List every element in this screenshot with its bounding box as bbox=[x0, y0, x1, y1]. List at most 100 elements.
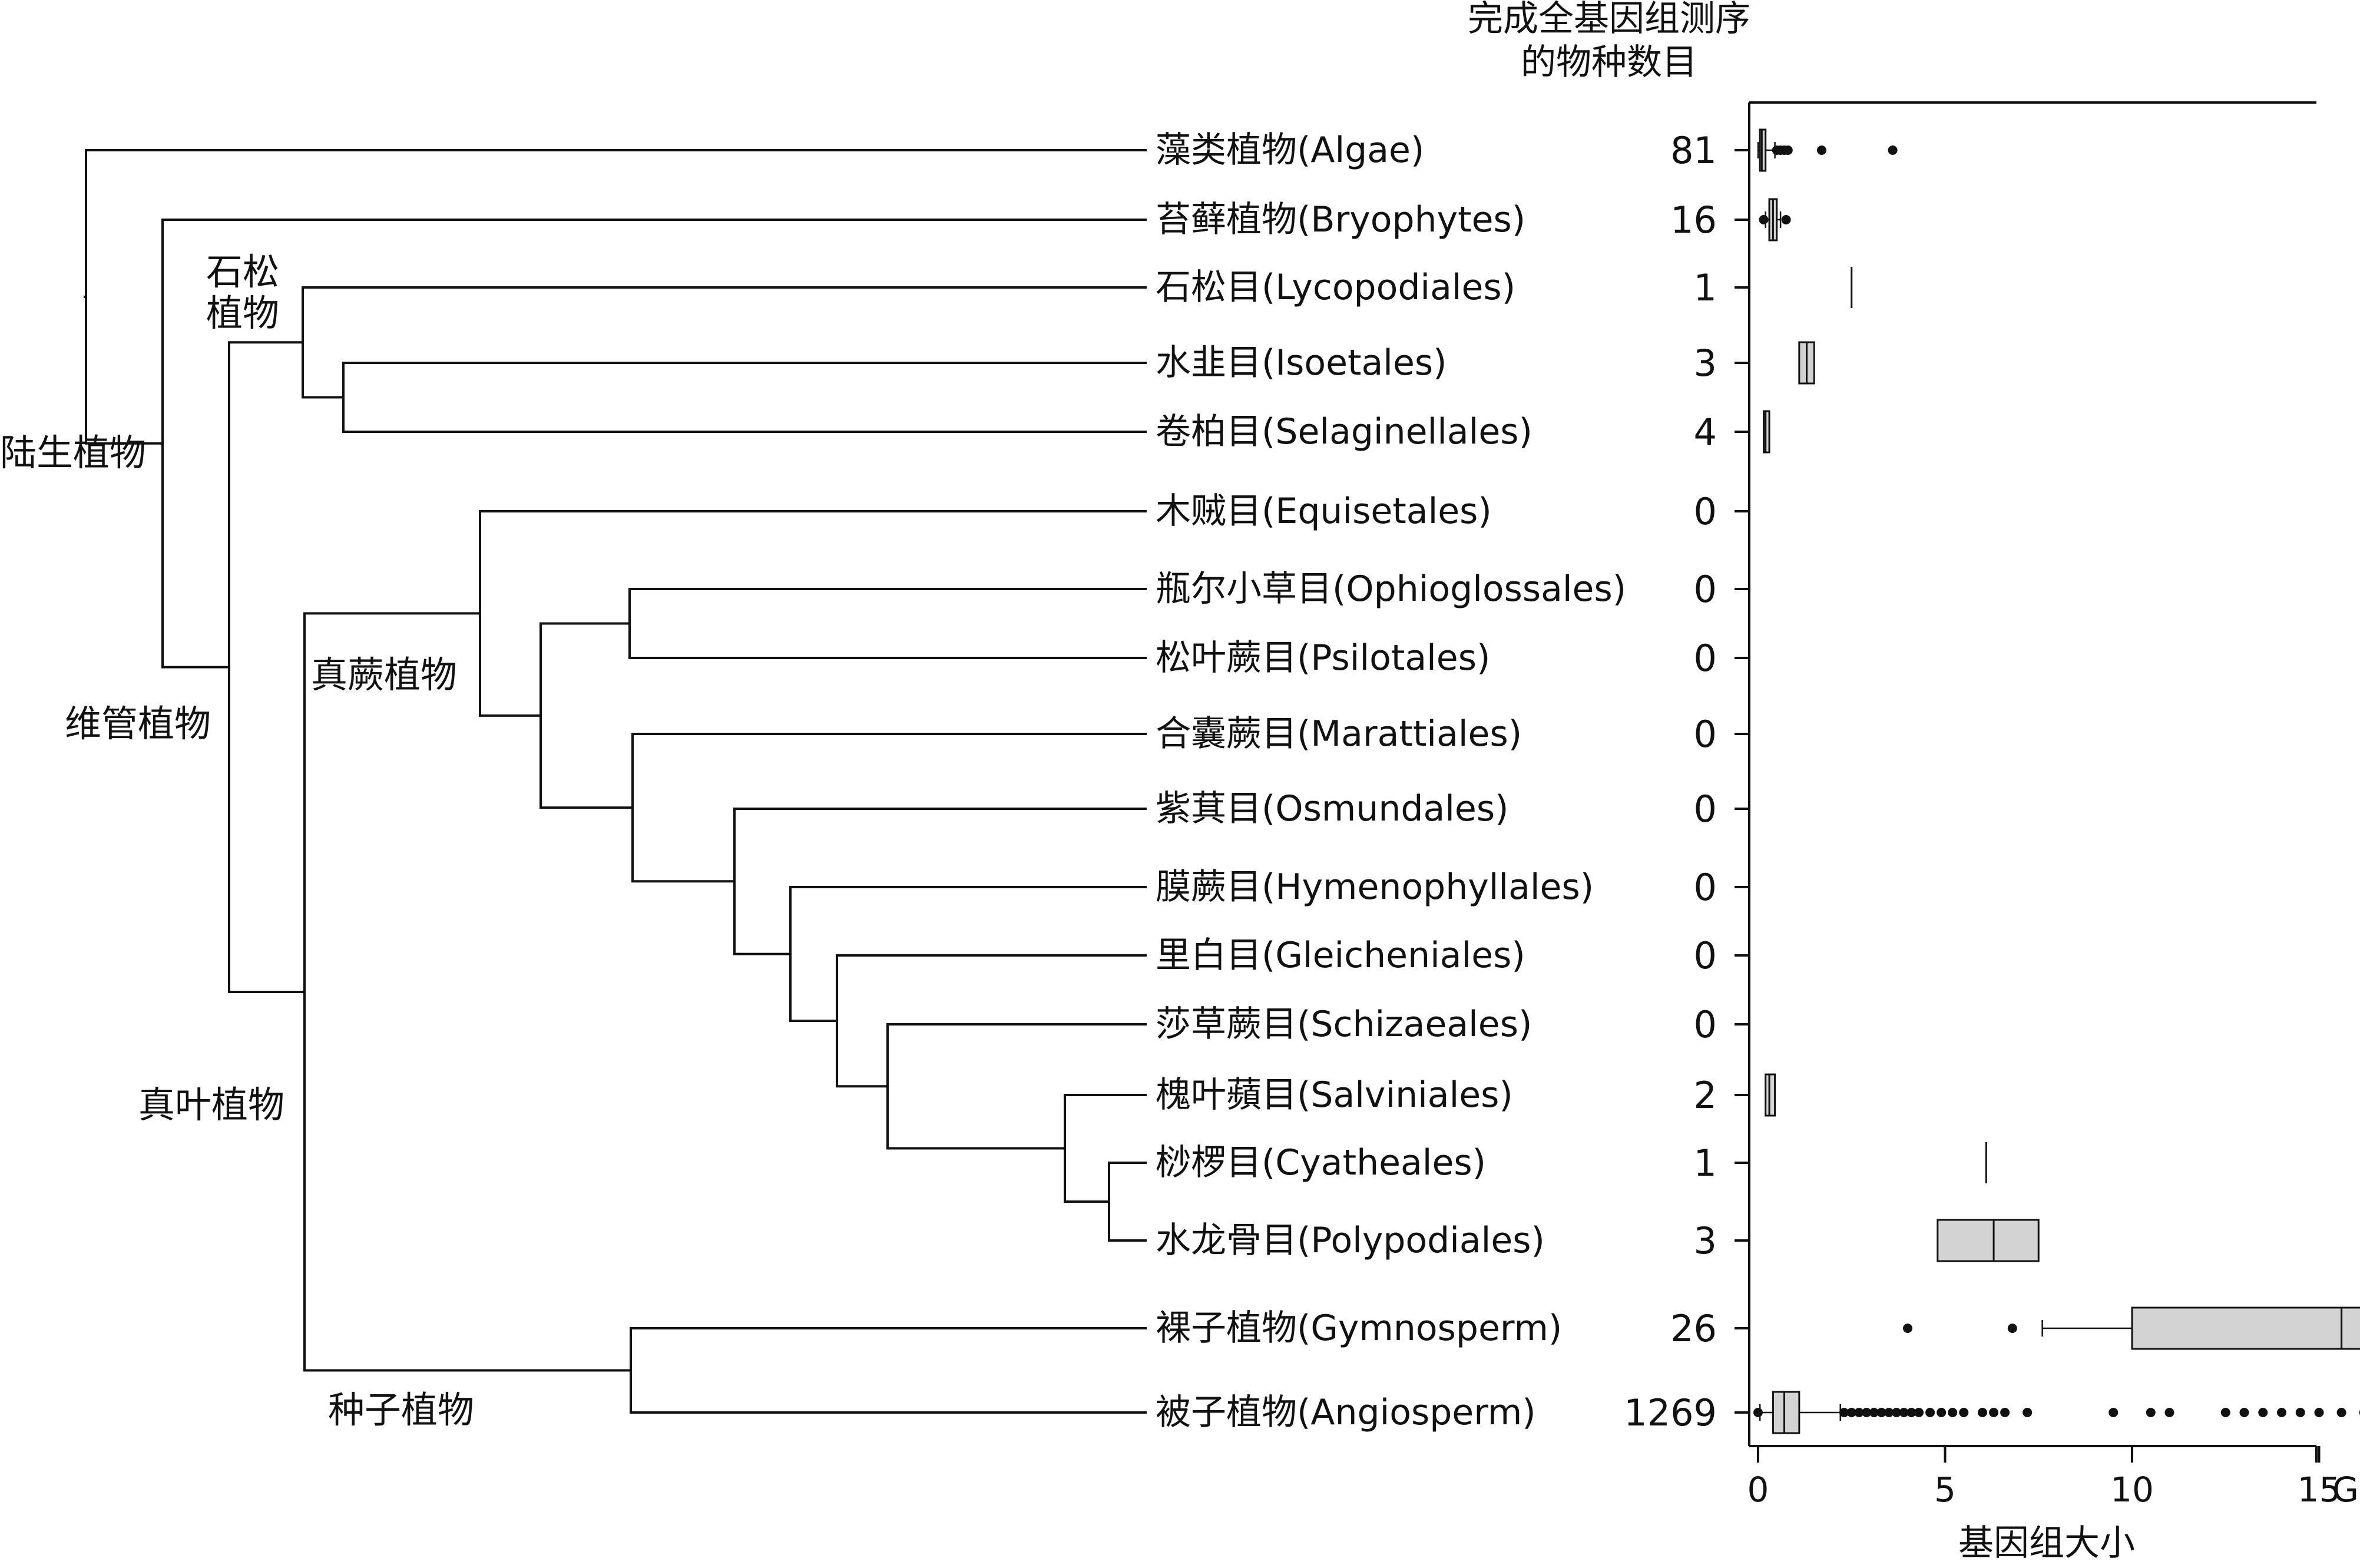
boxplot-row-17 bbox=[1753, 1391, 2360, 1434]
boxplot-row-0 bbox=[1757, 128, 1898, 172]
species-count-4: 4 bbox=[1694, 411, 1717, 454]
outlier-point bbox=[2336, 1408, 2346, 1417]
taxon-label-0: 藻类植物(Algae) bbox=[1156, 130, 1424, 171]
outlier-point bbox=[1899, 1408, 1909, 1417]
x-tick-label-0: 0 bbox=[1747, 1470, 1769, 1510]
outlier-point bbox=[2239, 1408, 2249, 1417]
tree-branch-lyco bbox=[302, 286, 1147, 399]
outlier-point bbox=[2023, 1408, 2033, 1417]
taxon-label-1: 苔藓植物(Bryophytes) bbox=[1156, 199, 1525, 240]
x-axis-unit: G bbox=[2332, 1470, 2359, 1510]
outlier-point bbox=[2295, 1408, 2305, 1417]
clade-label-vascular: 维管植物 bbox=[65, 702, 211, 745]
tree-branch-ophPsi bbox=[628, 588, 1147, 659]
species-count-1: 16 bbox=[1670, 199, 1717, 242]
taxon-label-8: 合囊蕨目(Marattiales) bbox=[1156, 713, 1522, 755]
outlier-point bbox=[2314, 1408, 2324, 1417]
outlier-point bbox=[1839, 1408, 1849, 1417]
taxon-label-12: 莎草蕨目(Schizaeales) bbox=[1156, 1004, 1532, 1045]
iqr-box bbox=[1937, 1219, 2040, 1262]
outlier-point bbox=[1989, 1408, 1999, 1417]
taxon-label-10: 膜蕨目(Hymenophyllales) bbox=[1156, 866, 1594, 908]
boxplot-row-4 bbox=[1763, 410, 1770, 454]
clade-label-lycophytes-0: 石松 bbox=[206, 250, 279, 293]
species-count-6: 0 bbox=[1694, 568, 1717, 611]
tree-branch-salv bbox=[1064, 1094, 1147, 1203]
outlier-point bbox=[1753, 1408, 1763, 1417]
x-tick-label-1: 5 bbox=[1934, 1470, 1956, 1510]
outlier-point bbox=[2109, 1408, 2119, 1417]
iqr-box bbox=[1765, 1073, 1776, 1117]
tree-branch-hyme bbox=[789, 886, 1147, 1023]
taxon-label-7: 松叶蕨目(Psilotales) bbox=[1156, 637, 1490, 679]
species-count-16: 26 bbox=[1670, 1307, 1717, 1350]
boxplot-row-1 bbox=[1759, 198, 1791, 242]
taxon-label-11: 里白目(Gleicheniales) bbox=[1156, 935, 1525, 976]
taxon-label-5: 木贼目(Equisetales) bbox=[1156, 491, 1492, 532]
species-count-0: 81 bbox=[1670, 129, 1717, 172]
header-line-2: 的物种数目 bbox=[1521, 42, 1697, 83]
outlier-point bbox=[1891, 1408, 1901, 1417]
boxplot-row-16 bbox=[1903, 1306, 2360, 1350]
x-axis: 0510152025G基因组大小 bbox=[1735, 101, 2359, 1564]
species-count-7: 0 bbox=[1694, 637, 1717, 680]
boxplot-row-13 bbox=[1765, 1073, 1776, 1117]
species-count-13: 2 bbox=[1694, 1074, 1717, 1117]
outlier-point bbox=[1906, 1408, 1917, 1417]
species-count-15: 3 bbox=[1694, 1219, 1717, 1262]
clade-label-land: 陆生植物 bbox=[0, 431, 146, 474]
outlier-point bbox=[2277, 1408, 2286, 1417]
x-tick-label-2: 10 bbox=[2110, 1470, 2154, 1510]
tree-branch-fern2 bbox=[539, 622, 633, 809]
tree-branch-euphy bbox=[303, 612, 631, 1372]
outlier-point bbox=[1876, 1408, 1886, 1417]
outlier-point bbox=[2220, 1408, 2230, 1417]
taxon-label-3: 水韭目(Isoetales) bbox=[1156, 342, 1447, 383]
outlier-point bbox=[1816, 145, 1826, 155]
phylogenetic-tree bbox=[84, 149, 1147, 1414]
outlier-point bbox=[1759, 215, 1769, 224]
species-count-11: 0 bbox=[1694, 934, 1717, 977]
outlier-point bbox=[2258, 1408, 2268, 1417]
species-count-17: 1269 bbox=[1624, 1391, 1717, 1434]
boxplot-row-3 bbox=[1798, 341, 1815, 385]
taxon-label-9: 紫萁目(Osmundales) bbox=[1156, 788, 1509, 829]
tree-branch-cyaPoly bbox=[1108, 1162, 1147, 1242]
x-tick-label-3: 15 bbox=[2298, 1470, 2341, 1510]
outlier-point bbox=[1854, 1408, 1864, 1417]
clade-label-lycophytes-1: 植物 bbox=[206, 292, 279, 335]
taxon-label-13: 槐叶蘋目(Salviniales) bbox=[1156, 1074, 1513, 1116]
iqr-box bbox=[1772, 1391, 1800, 1434]
species-count-3: 3 bbox=[1694, 342, 1717, 385]
species-count-10: 0 bbox=[1694, 866, 1717, 909]
tree-branch-osm bbox=[733, 808, 1147, 955]
species-count-12: 0 bbox=[1694, 1003, 1717, 1046]
taxon-label-17: 被子植物(Angiosperm) bbox=[1156, 1392, 1536, 1433]
tree-branch-ferns bbox=[479, 510, 1147, 717]
outlier-point bbox=[1914, 1408, 1924, 1417]
species-count-5: 0 bbox=[1694, 490, 1717, 533]
outlier-point bbox=[1903, 1324, 1912, 1333]
iqr-box bbox=[2131, 1306, 2360, 1350]
taxon-label-15: 水龙骨目(Polypodiales) bbox=[1156, 1220, 1545, 1261]
outlier-point bbox=[2146, 1408, 2156, 1417]
clade-label-euphyllophytes: 真叶植物 bbox=[138, 1083, 284, 1126]
outlier-point bbox=[1978, 1408, 1987, 1417]
taxon-label-4: 卷柏目(Selaginellales) bbox=[1156, 411, 1532, 452]
outlier-point bbox=[1937, 1408, 1947, 1417]
species-count-8: 0 bbox=[1694, 713, 1717, 756]
taxon-label-6: 瓶尔小草目(Ophioglossales) bbox=[1156, 568, 1626, 610]
tree-branch-seed bbox=[630, 1327, 1147, 1414]
outlier-point bbox=[1925, 1408, 1935, 1417]
boxplot-row-15 bbox=[1937, 1219, 2040, 1262]
taxon-label-2: 石松目(Lycopodiales) bbox=[1156, 267, 1515, 308]
x-axis-title: 基因组大小 bbox=[1958, 1523, 2135, 1564]
genome-size-boxplot bbox=[1753, 128, 2360, 1434]
tree-branch-vasc bbox=[228, 341, 304, 993]
outlier-point bbox=[1846, 1408, 1856, 1417]
species-counts: 81 16 1 3 4 0 0 0 0 0 0 0 0 2 1 3 26 1269 bbox=[1624, 129, 1717, 1434]
outlier-point bbox=[2164, 1408, 2174, 1417]
header-line-1: 完成全基因组测序 bbox=[1468, 0, 1750, 39]
